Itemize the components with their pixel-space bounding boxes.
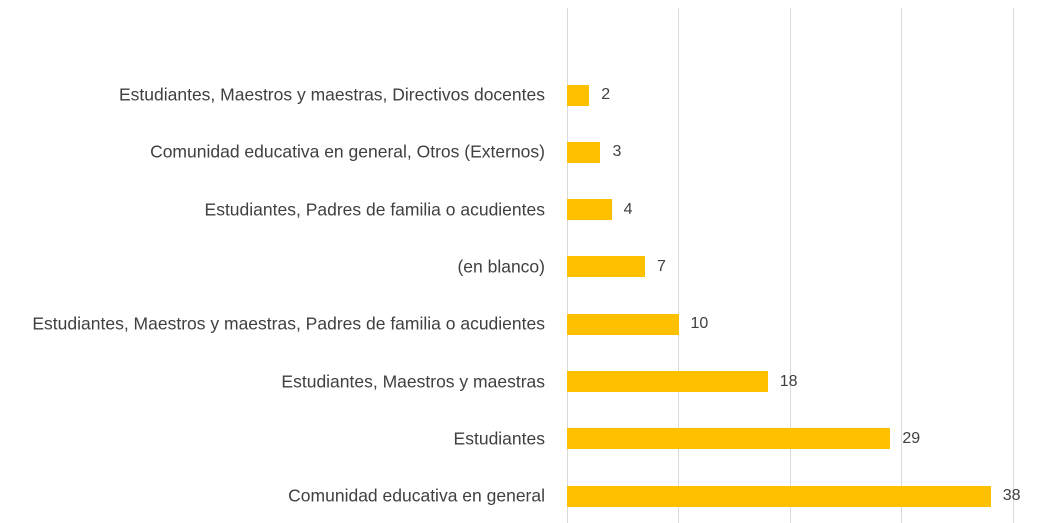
bar [567, 141, 601, 163]
value-label: 4 [623, 200, 633, 218]
category-label-box: Estudiantes [5, 428, 545, 449]
category-label: Comunidad educativa en general [288, 485, 545, 506]
value-label: 29 [902, 429, 921, 447]
category-label: Estudiantes, Padres de familia o acudien… [204, 199, 545, 220]
category-label: Estudiantes [453, 428, 545, 449]
grid-line [1012, 8, 1014, 523]
category-label-box: Comunidad educativa en general, Otros (E… [5, 142, 545, 163]
grid-line [789, 8, 791, 523]
value-label: 3 [612, 143, 622, 161]
bar [567, 371, 768, 392]
category-label-box: (en blanco) [5, 256, 545, 277]
value-label: 7 [657, 257, 666, 275]
bar [567, 485, 991, 507]
grid-line [678, 8, 679, 523]
value-label: 38 [1002, 487, 1021, 505]
value-label: 2 [601, 86, 611, 103]
value-label: 10 [690, 315, 709, 333]
bar [567, 428, 891, 450]
bar [567, 84, 590, 106]
category-label-box: Estudiantes, Maestros y maestras, Direct… [5, 85, 545, 106]
category-label-box: Estudiantes, Padres de familia o acudien… [5, 199, 545, 220]
grid-line [901, 8, 902, 523]
value-label: 18 [779, 372, 798, 390]
category-label-box: Estudiantes, Maestros y maestras, Padres… [5, 314, 545, 335]
category-label: Comunidad educativa en general, Otros (E… [150, 141, 545, 162]
category-label-box: Comunidad educativa en general [5, 486, 545, 507]
category-label: Estudiantes, Maestros y maestras, Direct… [118, 84, 545, 105]
category-label: (en blanco) [457, 256, 545, 277]
bar [567, 313, 679, 335]
bar [567, 256, 646, 278]
category-label: Estudiantes, Maestros y maestras, Padres… [32, 313, 545, 334]
category-label: Estudiantes, Maestros y maestras [281, 371, 545, 391]
category-label-box: Estudiantes, Maestros y maestras [5, 371, 545, 392]
bar [567, 199, 612, 221]
